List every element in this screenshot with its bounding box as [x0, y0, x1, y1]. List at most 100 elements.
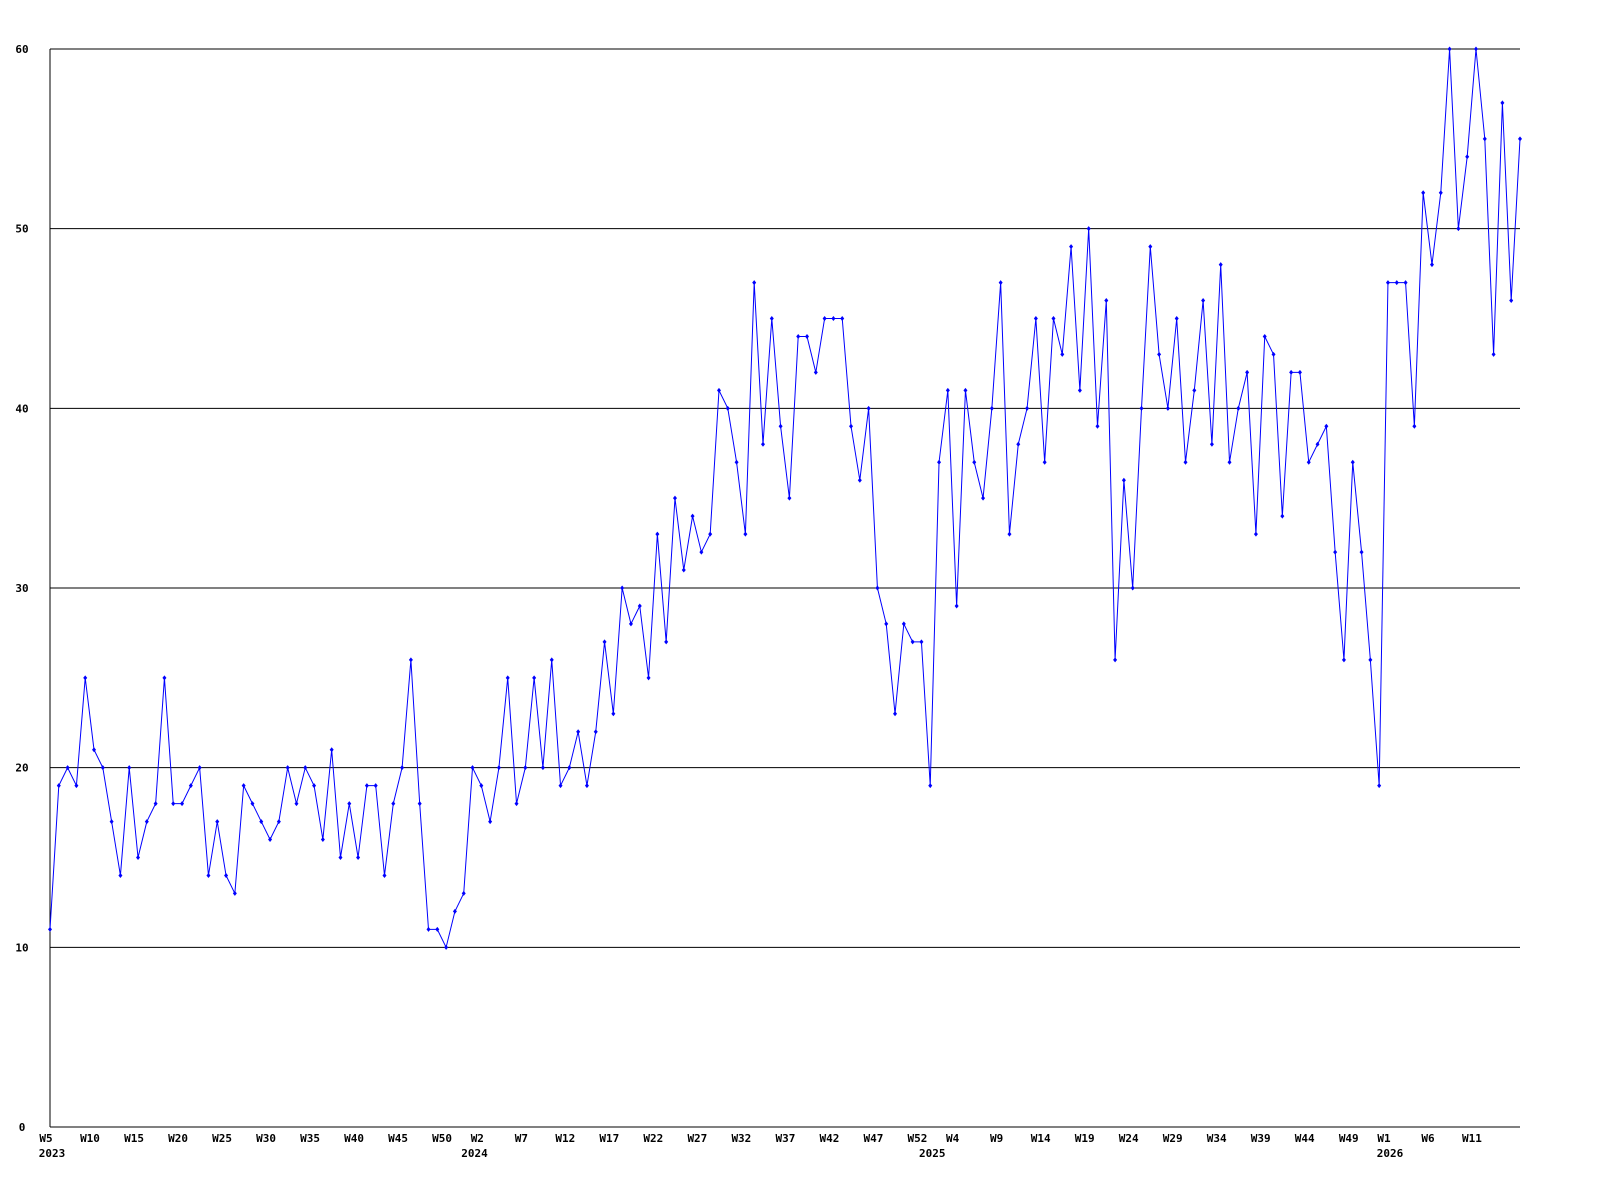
- data-point: [1465, 154, 1470, 160]
- data-point: [1086, 226, 1091, 232]
- y-tick-label: 50: [15, 223, 28, 236]
- data-point: [743, 531, 748, 537]
- data-point: [1385, 280, 1390, 286]
- x-tick-label: W22: [643, 1132, 663, 1145]
- data-point: [787, 495, 792, 501]
- year-label: 2024: [461, 1147, 488, 1160]
- data-point: [109, 819, 114, 825]
- x-tick-label: W20: [168, 1132, 188, 1145]
- data-point: [268, 837, 273, 843]
- data-point: [532, 675, 537, 681]
- data-point: [1139, 405, 1144, 411]
- data-point: [778, 423, 783, 429]
- x-tick-label: W30: [256, 1132, 276, 1145]
- data-point: [1280, 513, 1285, 519]
- data-point: [1069, 244, 1074, 250]
- data-point: [452, 908, 457, 914]
- data-point: [1113, 657, 1118, 663]
- data-point: [1121, 477, 1126, 483]
- x-tick-label: W25: [212, 1132, 232, 1145]
- data-point: [752, 280, 757, 286]
- data-point: [1104, 298, 1109, 304]
- data-point: [611, 711, 616, 717]
- data-point: [1271, 351, 1276, 357]
- data-point: [1438, 190, 1443, 196]
- data-point: [1183, 459, 1188, 465]
- data-point: [1341, 657, 1346, 663]
- data-point: [1130, 585, 1135, 591]
- data-point: [655, 531, 660, 537]
- data-point: [593, 729, 598, 735]
- data-point: [540, 765, 545, 771]
- data-point: [901, 621, 906, 627]
- x-tick-label: W37: [775, 1132, 795, 1145]
- data-point: [549, 657, 554, 663]
- data-point: [1421, 190, 1426, 196]
- x-tick-label: W49: [1339, 1132, 1359, 1145]
- data-point: [1412, 423, 1417, 429]
- data-point: [681, 567, 686, 573]
- x-tick-label: W27: [687, 1132, 707, 1145]
- data-point: [1306, 459, 1311, 465]
- data-point: [1095, 423, 1100, 429]
- x-tick-label: W15: [124, 1132, 144, 1145]
- x-tick-label: W9: [990, 1132, 1003, 1145]
- data-point: [998, 280, 1003, 286]
- data-point: [1227, 459, 1232, 465]
- data-point: [1033, 316, 1038, 321]
- data-point: [1447, 46, 1452, 52]
- data-point: [312, 783, 317, 789]
- data-line: [49, 48, 1521, 949]
- x-tick-label: W1: [1377, 1132, 1391, 1145]
- data-point: [417, 801, 422, 807]
- data-point: [1509, 298, 1514, 304]
- data-point: [1201, 298, 1206, 304]
- data-point: [602, 639, 607, 645]
- data-point: [1192, 387, 1197, 393]
- data-point: [620, 585, 625, 591]
- data-point: [822, 316, 827, 321]
- data-point: [1148, 244, 1153, 250]
- data-point: [1350, 459, 1355, 465]
- year-label: 2026: [1377, 1147, 1404, 1160]
- data-point: [1262, 333, 1267, 339]
- data-point: [989, 405, 994, 411]
- data-point: [505, 675, 510, 681]
- data-point: [232, 890, 237, 896]
- data-point: [118, 872, 123, 878]
- data-point: [725, 405, 730, 411]
- data-point: [628, 621, 633, 627]
- data-point: [470, 765, 475, 771]
- data-point: [285, 765, 290, 771]
- data-point: [276, 819, 281, 825]
- data-point: [356, 855, 361, 860]
- data-point: [857, 477, 862, 483]
- x-tick-label: W45: [388, 1132, 408, 1145]
- data-point: [805, 333, 810, 339]
- data-point: [338, 855, 343, 860]
- y-tick-label: 10: [15, 941, 28, 954]
- data-point: [1429, 262, 1434, 268]
- data-point: [1324, 423, 1329, 429]
- data-point: [919, 639, 924, 645]
- data-point: [1174, 316, 1179, 321]
- x-tick-label: W14: [1031, 1132, 1051, 1145]
- data-point: [646, 675, 651, 681]
- x-tick-label: W19: [1075, 1132, 1095, 1145]
- x-tick-label: W11: [1462, 1132, 1482, 1145]
- data-point: [514, 801, 519, 807]
- x-tick-label: W34: [1207, 1132, 1227, 1145]
- x-tick-label: W2: [471, 1132, 484, 1145]
- data-point: [1377, 783, 1382, 789]
- data-point: [734, 459, 739, 465]
- x-tick-label: W52: [907, 1132, 927, 1145]
- x-tick-label: W50: [432, 1132, 452, 1145]
- data-point: [840, 316, 845, 321]
- x-tick-label: W7: [515, 1132, 528, 1145]
- data-point: [1491, 351, 1496, 357]
- data-point: [1482, 136, 1487, 142]
- data-point: [171, 801, 176, 807]
- y-tick-label: 60: [15, 43, 28, 56]
- x-tick-label: W12: [555, 1132, 575, 1145]
